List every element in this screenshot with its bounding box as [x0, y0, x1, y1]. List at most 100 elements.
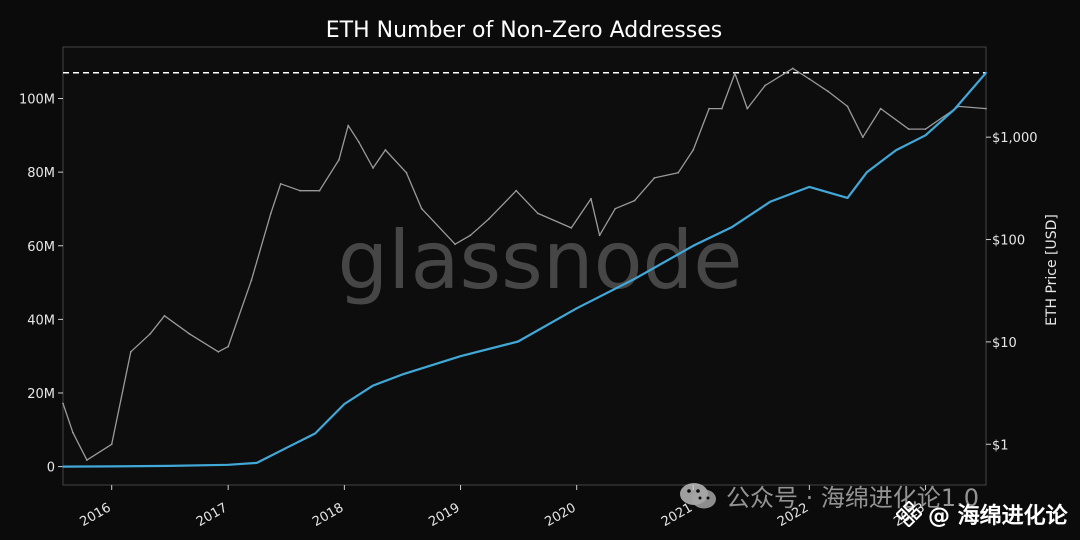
data-point	[895, 149, 898, 151]
data-point	[730, 226, 733, 229]
binance-icon	[896, 501, 922, 527]
data-point	[866, 171, 868, 174]
data-point	[71, 431, 74, 434]
data-point	[129, 350, 132, 353]
data-point	[924, 128, 927, 130]
data-point	[357, 140, 360, 143]
binance-handle-text: @ 海绵进化论	[928, 504, 1068, 529]
data-point	[338, 158, 340, 161]
data-point	[791, 67, 794, 70]
data-point	[614, 207, 617, 210]
x-tick-label: 2020	[543, 500, 579, 530]
data-point	[536, 212, 539, 215]
data-point	[692, 244, 695, 247]
data-point	[372, 384, 374, 387]
data-point	[420, 207, 423, 210]
data-point	[469, 234, 472, 237]
data-point	[677, 171, 680, 174]
data-point	[746, 107, 749, 110]
y-tick-label: 0	[47, 461, 55, 476]
data-point	[827, 90, 830, 93]
series-layer	[62, 67, 987, 468]
data-point	[188, 332, 191, 335]
y2-tick-label: $1	[992, 438, 1009, 453]
data-point	[343, 403, 346, 405]
data-point	[846, 105, 849, 108]
data-point	[924, 134, 927, 137]
data-point	[808, 78, 811, 80]
data-point	[227, 463, 230, 466]
data-point	[318, 189, 321, 192]
data-point	[163, 314, 166, 317]
data-point	[633, 199, 636, 202]
data-point	[488, 217, 491, 220]
y2-axis-ticks: $1 $10 $100 $1,000	[986, 131, 1038, 453]
data-point	[62, 465, 64, 468]
data-point	[517, 340, 520, 343]
data-point	[269, 212, 272, 215]
y-axis-ticks: 0 20M 40M 60M 80M 100M	[19, 93, 63, 476]
data-point	[590, 197, 592, 200]
y2-tick-label: $100	[992, 234, 1025, 249]
y2-axis-label: ETH Price [USD]	[1044, 214, 1060, 326]
data-point	[846, 197, 849, 199]
series-line	[62, 72, 987, 468]
data-point	[149, 332, 152, 335]
series-left	[62, 71, 987, 468]
data-point	[733, 72, 736, 75]
data-point	[769, 200, 772, 203]
y2-tick-label: $1,000	[992, 131, 1038, 146]
data-point	[879, 107, 882, 110]
data-point	[168, 464, 171, 467]
data-point	[953, 108, 956, 111]
wechat-account-text: 公众号 · 海绵进化论1.0	[726, 484, 980, 512]
data-point	[720, 107, 723, 110]
y-tick-label: 100M	[19, 93, 55, 108]
x-tick-label: 2019	[426, 500, 462, 530]
y-tick-label: 60M	[27, 240, 55, 255]
y-tick-label: 20M	[27, 387, 55, 402]
data-point	[347, 124, 350, 127]
data-point	[299, 189, 302, 192]
data-point	[110, 465, 113, 468]
data-point	[255, 462, 258, 464]
y2-tick-label: $10	[992, 336, 1017, 351]
data-point	[279, 182, 282, 185]
data-point	[454, 243, 457, 246]
series-line	[62, 67, 987, 461]
data-point	[401, 373, 403, 376]
data-point	[314, 432, 316, 435]
data-point	[692, 149, 695, 151]
data-point	[405, 171, 408, 174]
data-point	[85, 459, 88, 462]
data-point	[808, 185, 811, 188]
data-point	[372, 167, 374, 169]
binance-handle: @ 海绵进化论	[896, 498, 1068, 530]
data-point	[384, 149, 387, 151]
x-tick-label: 2017	[194, 500, 230, 530]
glassnode-watermark: glassnode	[337, 214, 742, 307]
data-point	[575, 307, 578, 310]
data-point	[459, 355, 462, 358]
data-point	[62, 402, 64, 405]
data-point	[985, 71, 987, 74]
data-point	[284, 447, 287, 450]
data-point	[907, 128, 910, 130]
data-point	[570, 226, 573, 229]
chart-title: ETH Number of Non-Zero Addresses	[326, 18, 722, 43]
data-point	[708, 107, 710, 110]
data-point	[985, 107, 987, 110]
y-tick-label: 40M	[27, 313, 55, 328]
data-point	[633, 277, 636, 280]
x-tick-label: 2016	[78, 500, 114, 530]
data-point	[653, 177, 656, 179]
data-point	[598, 234, 601, 237]
series-right	[62, 67, 987, 462]
data-point	[515, 189, 518, 192]
data-point	[110, 443, 113, 446]
data-point	[227, 345, 230, 348]
data-point	[217, 350, 220, 353]
plot-area	[62, 46, 987, 486]
x-tick-label: 2018	[310, 500, 346, 530]
